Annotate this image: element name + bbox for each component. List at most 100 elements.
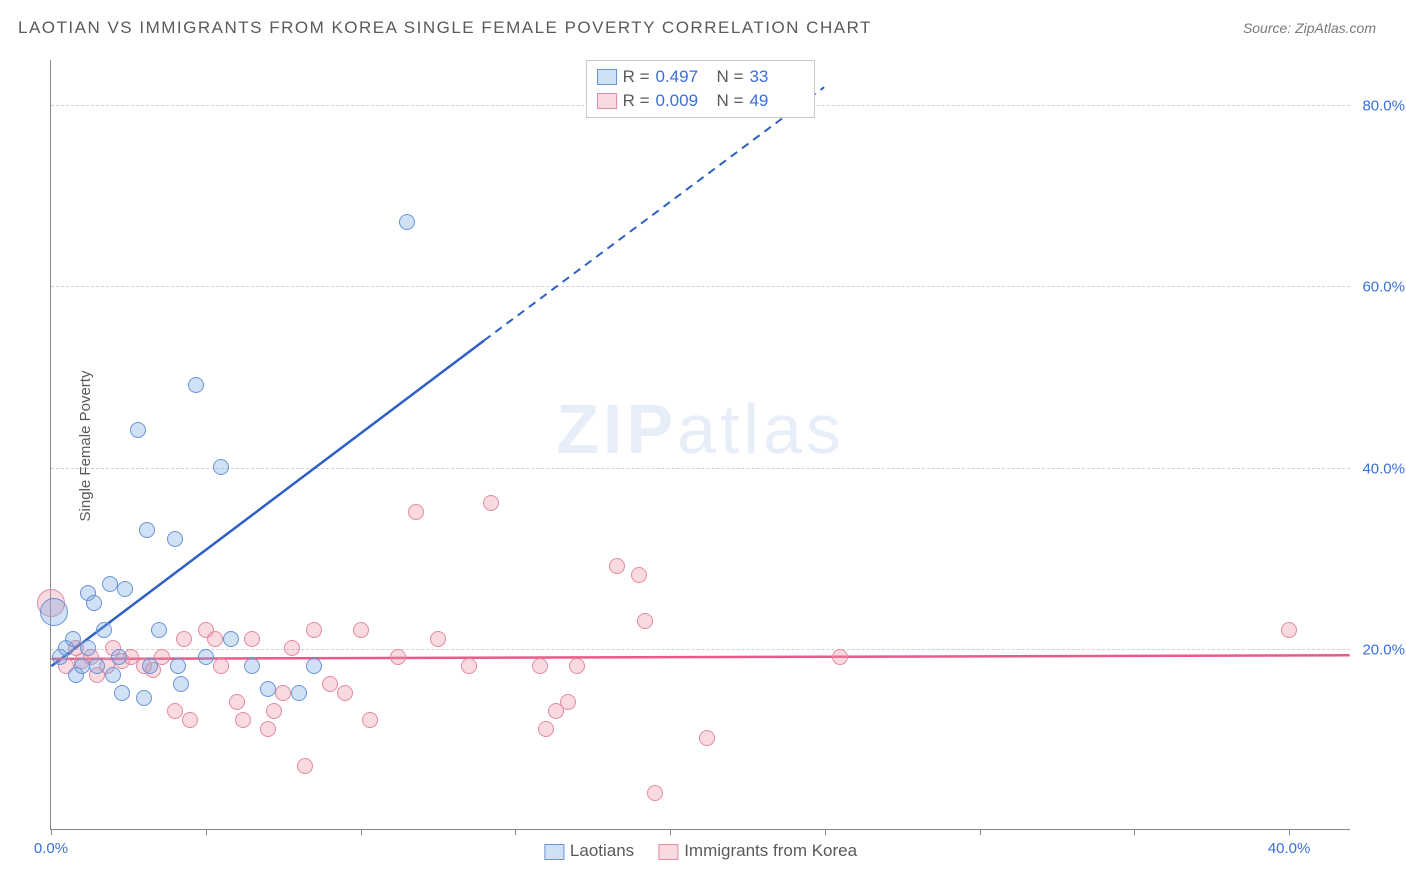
scatter-point-laotians — [74, 658, 90, 674]
scatter-point-korea — [637, 613, 653, 629]
scatter-point-laotians — [291, 685, 307, 701]
r-value-laotians: 0.497 — [656, 67, 711, 87]
scatter-point-laotians — [142, 658, 158, 674]
swatch-korea — [658, 844, 678, 860]
legend-row-laotians: R = 0.497 N = 33 — [597, 65, 805, 89]
scatter-point-korea — [260, 721, 276, 737]
scatter-point-korea — [390, 649, 406, 665]
x-tick — [980, 829, 981, 835]
scatter-point-laotians — [96, 622, 112, 638]
scatter-point-laotians — [399, 214, 415, 230]
scatter-point-korea — [207, 631, 223, 647]
scatter-point-laotians — [105, 667, 121, 683]
chart-area: ZIPatlas 20.0%40.0%60.0%80.0% 0.0%40.0% … — [50, 60, 1350, 830]
legend-label-korea: Immigrants from Korea — [684, 841, 857, 860]
scatter-point-korea — [353, 622, 369, 638]
source-label: Source: ZipAtlas.com — [1243, 20, 1376, 36]
scatter-point-laotians — [223, 631, 239, 647]
n-value-laotians: 33 — [749, 67, 804, 87]
scatter-point-laotians — [130, 422, 146, 438]
r-value-korea: 0.009 — [656, 91, 711, 111]
scatter-point-korea — [275, 685, 291, 701]
n-label: N = — [717, 67, 744, 87]
scatter-point-korea — [235, 712, 251, 728]
scatter-point-laotians — [80, 640, 96, 656]
scatter-point-korea — [182, 712, 198, 728]
scatter-point-korea — [699, 730, 715, 746]
scatter-point-korea — [266, 703, 282, 719]
legend-correlation: R = 0.497 N = 33 R = 0.009 N = 49 — [586, 60, 816, 118]
x-tick-label: 0.0% — [34, 840, 68, 857]
y-tick-label: 60.0% — [1362, 279, 1405, 296]
x-tick — [206, 829, 207, 835]
scatter-point-korea — [167, 703, 183, 719]
scatter-point-korea — [284, 640, 300, 656]
scatter-point-laotians — [244, 658, 260, 674]
scatter-point-korea — [430, 631, 446, 647]
scatter-point-korea — [337, 685, 353, 701]
scatter-point-laotians — [86, 595, 102, 611]
trendline-korea — [51, 655, 1349, 659]
gridline: 40.0% — [51, 468, 1350, 469]
x-tick — [361, 829, 362, 835]
scatter-point-laotians — [213, 459, 229, 475]
scatter-point-korea — [631, 567, 647, 583]
scatter-point-laotians — [136, 690, 152, 706]
scatter-point-laotians — [188, 377, 204, 393]
y-tick-label: 80.0% — [1362, 98, 1405, 115]
n-value-korea: 49 — [749, 91, 804, 111]
scatter-point-korea — [483, 495, 499, 511]
watermark-atlas: atlas — [677, 390, 845, 468]
x-tick-label: 40.0% — [1268, 840, 1311, 857]
scatter-point-korea — [569, 658, 585, 674]
scatter-point-laotians — [117, 581, 133, 597]
scatter-point-laotians — [139, 522, 155, 538]
legend-item-korea: Immigrants from Korea — [658, 841, 857, 861]
scatter-point-korea — [532, 658, 548, 674]
scatter-point-laotians — [170, 658, 186, 674]
r-label: R = — [623, 91, 650, 111]
legend-item-laotians: Laotians — [544, 841, 634, 861]
legend-label-laotians: Laotians — [570, 841, 634, 860]
x-tick — [825, 829, 826, 835]
y-tick-label: 40.0% — [1362, 460, 1405, 477]
scatter-point-korea — [229, 694, 245, 710]
scatter-point-korea — [560, 694, 576, 710]
scatter-point-korea — [213, 658, 229, 674]
x-tick — [1289, 829, 1290, 835]
swatch-laotians — [544, 844, 564, 860]
scatter-point-korea — [322, 676, 338, 692]
x-tick — [51, 829, 52, 835]
swatch-laotians — [597, 69, 617, 85]
scatter-point-laotians — [260, 681, 276, 697]
scatter-point-korea — [647, 785, 663, 801]
scatter-point-laotians — [306, 658, 322, 674]
scatter-point-laotians — [102, 576, 118, 592]
chart-title: LAOTIAN VS IMMIGRANTS FROM KOREA SINGLE … — [18, 18, 872, 38]
scatter-point-laotians — [114, 685, 130, 701]
x-tick — [670, 829, 671, 835]
scatter-point-korea — [461, 658, 477, 674]
legend-row-korea: R = 0.009 N = 49 — [597, 89, 805, 113]
x-tick — [1134, 829, 1135, 835]
scatter-point-laotians — [173, 676, 189, 692]
gridline: 20.0% — [51, 649, 1350, 650]
scatter-point-korea — [306, 622, 322, 638]
y-tick-label: 20.0% — [1362, 641, 1405, 658]
watermark: ZIPatlas — [556, 389, 845, 469]
scatter-point-laotians — [89, 658, 105, 674]
n-label: N = — [717, 91, 744, 111]
scatter-point-korea — [362, 712, 378, 728]
scatter-point-korea — [408, 504, 424, 520]
gridline: 60.0% — [51, 286, 1350, 287]
scatter-point-laotians — [111, 649, 127, 665]
watermark-zip: ZIP — [556, 390, 677, 468]
scatter-point-korea — [832, 649, 848, 665]
scatter-point-korea — [244, 631, 260, 647]
x-tick — [515, 829, 516, 835]
trendline-laotians — [51, 340, 484, 666]
scatter-point-laotians — [198, 649, 214, 665]
scatter-point-korea — [1281, 622, 1297, 638]
swatch-korea — [597, 93, 617, 109]
scatter-point-laotians — [151, 622, 167, 638]
